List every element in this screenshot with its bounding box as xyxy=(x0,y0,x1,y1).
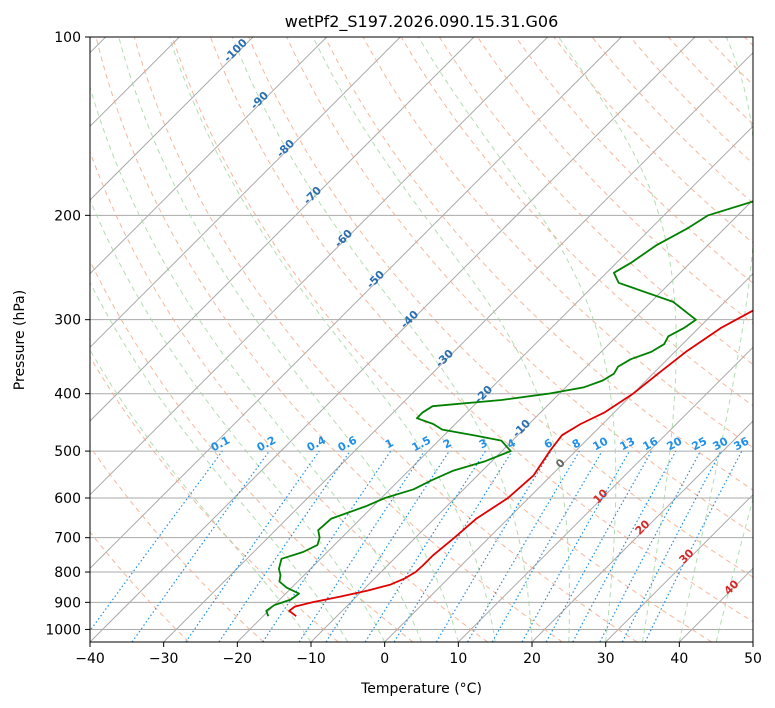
dry-adiabat-line xyxy=(210,37,753,623)
y-tick-label: 600 xyxy=(54,491,81,507)
x-axis-title: Temperature (°C) xyxy=(360,681,482,697)
dry-adiabat-line xyxy=(90,150,488,642)
x-tick-label: −30 xyxy=(149,651,179,667)
y-tick-label: 400 xyxy=(54,387,81,403)
y-axis: 100 200 300 400 500 600 700 800 900 1000 xyxy=(45,30,90,638)
x-tick-label: 30 xyxy=(597,651,615,667)
y-tick-label: 500 xyxy=(54,444,81,460)
isotherm-line xyxy=(90,37,254,201)
mixing-ratio-line xyxy=(325,450,450,642)
isotherm-line xyxy=(90,37,549,496)
x-tick-label: 20 xyxy=(523,651,541,667)
dry-adiabat-line xyxy=(90,531,190,642)
isotherm-line xyxy=(90,37,696,642)
mixing-ratio-line xyxy=(545,450,653,642)
dry-adiabat-line xyxy=(133,37,638,642)
dry-adiabat-line xyxy=(90,445,264,642)
isotherm-line xyxy=(236,125,753,642)
mixing-ratio-line xyxy=(521,450,631,642)
y-tick-label: 900 xyxy=(54,595,81,611)
profile-lines xyxy=(265,200,753,617)
isotherm-line xyxy=(163,51,753,642)
y-tick-label: 1000 xyxy=(45,622,81,638)
mixing-ratio-label: 30 xyxy=(711,434,731,453)
dry-adiabat-line xyxy=(438,37,753,366)
mixing-ratio-label: 16 xyxy=(641,434,661,453)
dry-adiabat-line xyxy=(515,37,753,284)
dry-adiabat-line xyxy=(171,37,712,642)
dewpoint-line xyxy=(265,200,753,617)
x-axis: −40 −30 −20 −10 0 10 20 30 40 50 xyxy=(75,642,762,667)
y-tick-label: 200 xyxy=(54,208,81,224)
chart-title: wetPf2_S197.2026.090.15.31.G06 xyxy=(285,12,559,32)
moist-adiabat-line xyxy=(231,37,533,642)
y-tick-label: 300 xyxy=(54,313,81,329)
y-tick-label: 800 xyxy=(54,565,81,581)
dry-adiabat-line xyxy=(248,37,753,578)
mixing-ratio-line xyxy=(90,450,223,632)
mixing-ratio-line xyxy=(393,450,513,642)
mixing-ratio-label: 10 xyxy=(591,434,611,453)
moist-adiabat-line xyxy=(90,349,312,642)
isotherm-line xyxy=(90,37,475,422)
mixing-ratio-label: 25 xyxy=(690,435,710,454)
moist-adiabat-line xyxy=(90,85,422,642)
dry-adiabat-line xyxy=(95,37,563,642)
x-tick-label: 40 xyxy=(670,651,688,667)
plot-frame xyxy=(89,36,754,643)
moist-adiabat-line xyxy=(90,198,386,642)
isotherm-line xyxy=(457,346,753,642)
isotherm-line xyxy=(531,420,753,642)
isotherm-line xyxy=(605,493,753,642)
isotherm-line xyxy=(90,37,401,349)
moist-adiabat-line xyxy=(168,37,496,642)
background-lines xyxy=(90,37,753,642)
dry-adiabat-line xyxy=(286,37,753,534)
mixing-ratio-line xyxy=(572,450,677,642)
moist-adiabat-line xyxy=(418,37,617,642)
mixing-ratio-label: 36 xyxy=(732,434,752,453)
dry-adiabat-line xyxy=(90,259,414,642)
x-tick-label: −40 xyxy=(75,651,105,667)
moist-adiabat-line xyxy=(118,37,459,642)
isotherm-line xyxy=(90,37,328,275)
moist-adiabat-line xyxy=(558,37,677,642)
isotherm-line xyxy=(384,272,753,642)
y-tick-label: 700 xyxy=(54,531,81,547)
y-tick-label: 100 xyxy=(54,30,81,46)
x-tick-label: −10 xyxy=(296,651,326,667)
moist-adiabat-line xyxy=(312,37,570,642)
dry-adiabat-line xyxy=(400,37,753,407)
mixing-ratio-line xyxy=(185,450,320,642)
x-tick-label: 50 xyxy=(744,651,762,667)
x-tick-label: −20 xyxy=(223,651,253,667)
mixing-ratio-line xyxy=(644,450,743,642)
mixing-ratio-line xyxy=(218,450,351,642)
mixing-ratio-label: 13 xyxy=(618,435,638,454)
temperature-line xyxy=(288,309,753,617)
x-tick-label: 0 xyxy=(380,651,389,667)
plot-area: 0.1 0.2 0.4 0.6 1 1.5 2 3 4 6 8 10 13 16 20 25 30 36-100-… xyxy=(90,37,753,642)
x-tick-label: 10 xyxy=(449,651,467,667)
mixing-ratio-label: 20 xyxy=(665,434,685,453)
y-axis-title: Pressure (hPa) xyxy=(12,290,28,390)
mixing-ratio-line xyxy=(262,450,392,642)
isotherm-line xyxy=(90,37,622,570)
mixing-ratio-line xyxy=(131,450,270,642)
